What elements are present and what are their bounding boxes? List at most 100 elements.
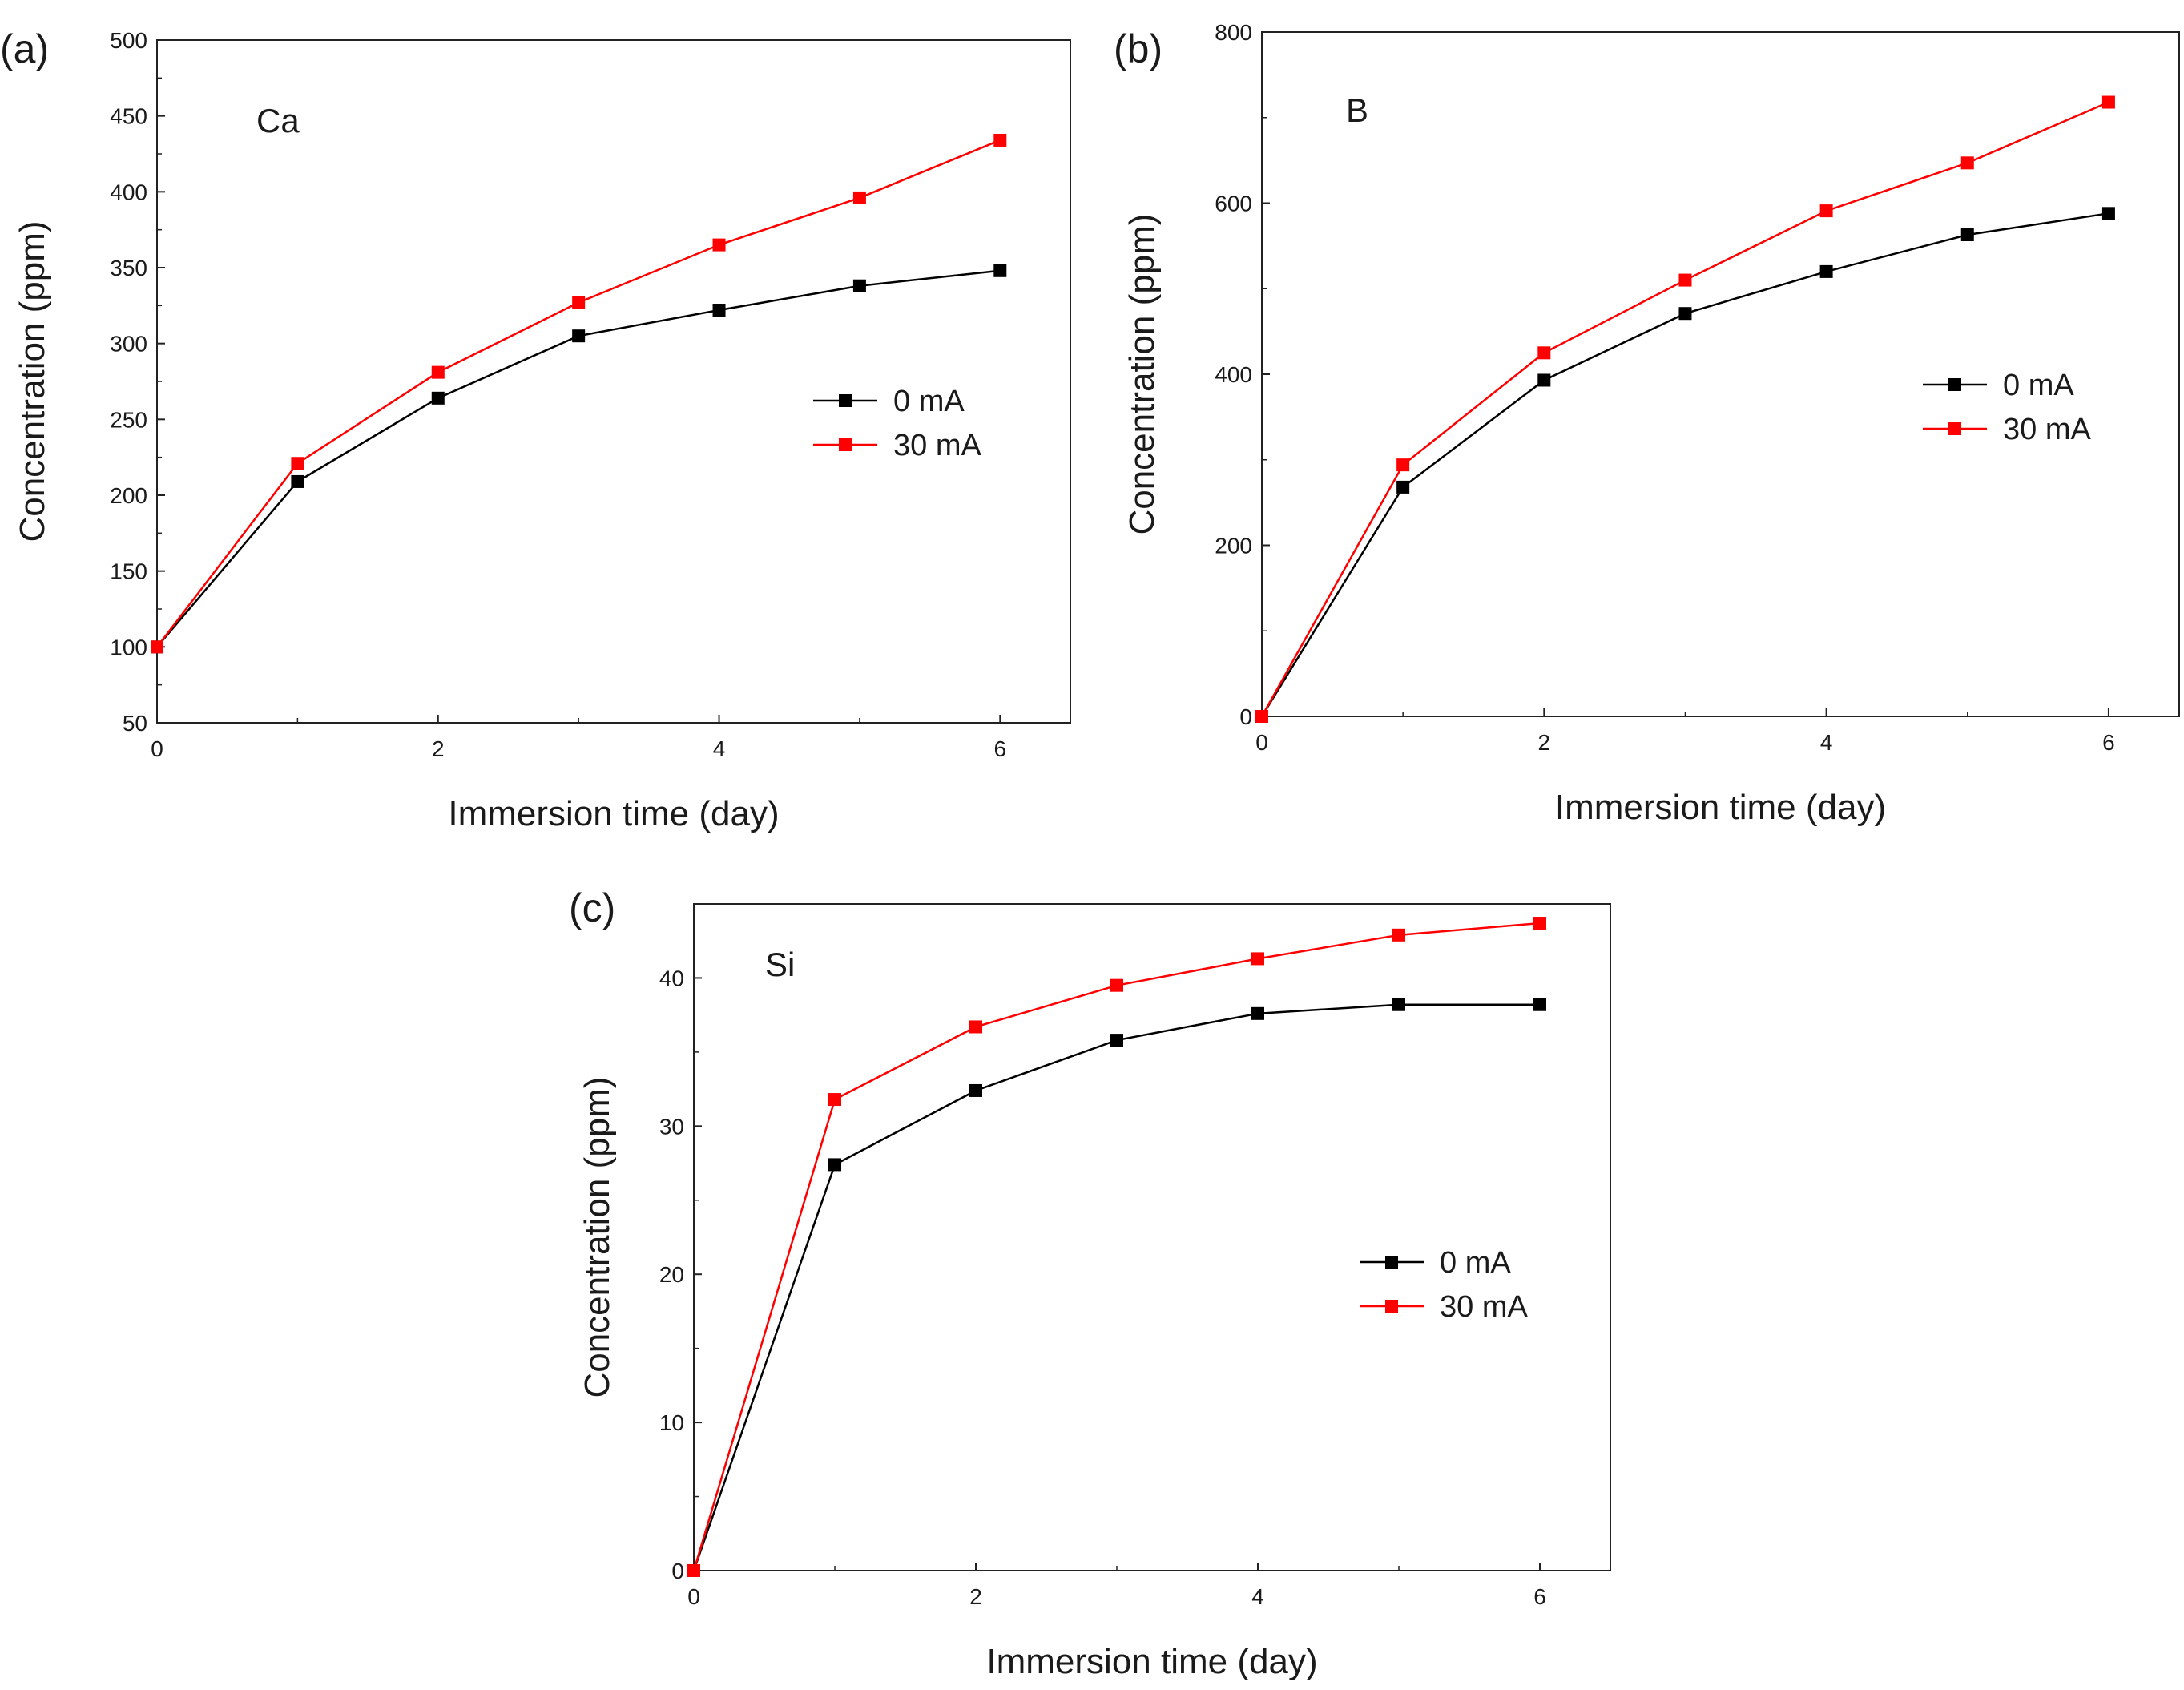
- y-tick-label: 250: [110, 407, 147, 432]
- x-tick-label: 2: [432, 736, 445, 761]
- x-tick-label: 2: [969, 1584, 982, 1609]
- legend-label: 30 mA: [2003, 413, 2091, 446]
- y-tick-label: 10: [659, 1410, 684, 1435]
- legend-marker: [1385, 1300, 1398, 1313]
- element-label: Si: [765, 946, 795, 983]
- data-point: [1396, 480, 1410, 494]
- data-point: [1251, 1006, 1264, 1020]
- y-tick-label: 40: [659, 966, 684, 990]
- x-tick-label: 6: [2102, 730, 2115, 755]
- y-axis-title: Concentration (ppm): [13, 220, 52, 542]
- data-point: [572, 296, 586, 309]
- y-tick-label: 300: [110, 332, 147, 357]
- y-tick-label: 0: [671, 1559, 684, 1583]
- y-tick-label: 200: [1215, 534, 1252, 559]
- data-point: [1110, 1034, 1123, 1047]
- data-point: [1678, 307, 1692, 321]
- y-tick-label: 50: [123, 711, 147, 736]
- data-point: [1537, 346, 1551, 360]
- data-point: [993, 133, 1007, 147]
- y-tick-label: 500: [110, 28, 147, 53]
- y-tick-label: 0: [1239, 704, 1252, 729]
- data-point: [2101, 95, 2115, 109]
- legend-label: 30 mA: [1440, 1290, 1528, 1324]
- data-point: [1251, 952, 1264, 966]
- y-tick-label: 20: [659, 1262, 684, 1287]
- element-label: Ca: [256, 102, 300, 139]
- data-point: [1392, 998, 1405, 1011]
- series-line-30-ma: [156, 139, 1001, 648]
- plot-frame: [156, 39, 1071, 724]
- data-point: [431, 391, 445, 405]
- x-tick-label: 4: [1820, 730, 1833, 755]
- y-tick-label: 450: [110, 104, 147, 129]
- data-point: [1533, 998, 1546, 1011]
- data-point: [969, 1083, 982, 1097]
- x-tick-label: 0: [1255, 730, 1268, 755]
- x-tick-label: 0: [687, 1584, 700, 1609]
- y-tick-label: 150: [110, 559, 147, 584]
- data-point: [993, 264, 1007, 277]
- data-point: [852, 191, 866, 204]
- y-axis-title: Concentration (ppm): [1122, 213, 1162, 534]
- panel-label: (b): [1114, 26, 1163, 71]
- data-point: [1960, 156, 1974, 170]
- y-tick-label: 200: [110, 483, 147, 508]
- y-tick-label: 30: [659, 1114, 684, 1139]
- legend-marker: [1948, 422, 1961, 435]
- data-point: [1533, 917, 1546, 930]
- y-tick-label: 400: [110, 179, 147, 204]
- series-line-0-ma: [1260, 212, 2109, 717]
- data-point: [1255, 710, 1268, 723]
- x-tick-label: 4: [1251, 1584, 1264, 1609]
- y-tick-label: 400: [1215, 362, 1252, 387]
- chart-panel-si: 0 10 20 30 40 0 2 4 6 Immersion time (day) Concent…: [569, 885, 1611, 1681]
- series-line-0-ma: [156, 269, 1001, 648]
- data-point: [712, 304, 726, 317]
- data-point: [1678, 273, 1692, 287]
- data-point: [431, 365, 445, 379]
- data-point: [291, 457, 304, 470]
- x-axis-title: Immersion time (day): [448, 794, 779, 833]
- data-point: [572, 329, 586, 343]
- panel-label: (a): [0, 26, 49, 71]
- series-line-30-ma: [692, 922, 1541, 1571]
- x-axis-title: Immersion time (day): [1555, 788, 1886, 827]
- data-point: [2101, 207, 2115, 220]
- legend-marker: [839, 438, 852, 451]
- plot-frame: [693, 903, 1611, 1571]
- legend-label: 0 mA: [2003, 369, 2074, 402]
- series-line-30-ma: [1260, 101, 2109, 717]
- legend-label: 0 mA: [893, 385, 965, 418]
- legend-marker: [1385, 1256, 1398, 1269]
- y-tick-label: 800: [1215, 20, 1252, 45]
- data-point: [1819, 264, 1833, 278]
- data-point: [1960, 228, 1974, 241]
- data-point: [1110, 978, 1123, 992]
- chart-panel-ca: 50 100 150 200 250 300 350 400 450 500 0 2 4 6 Immersi…: [0, 26, 1071, 833]
- x-tick-label: 0: [151, 736, 163, 761]
- data-point: [687, 1564, 700, 1577]
- data-point: [712, 238, 726, 252]
- y-tick-label: 600: [1215, 192, 1252, 216]
- data-point: [852, 279, 866, 292]
- x-tick-label: 2: [1538, 730, 1551, 755]
- data-point: [1392, 928, 1405, 942]
- data-point: [828, 1158, 841, 1172]
- element-label: B: [1346, 91, 1368, 129]
- y-tick-label: 100: [110, 635, 147, 659]
- x-tick-label: 6: [994, 736, 1007, 761]
- data-point: [151, 640, 163, 654]
- x-axis-title: Immersion time (day): [986, 1642, 1317, 1681]
- data-point: [1396, 458, 1410, 472]
- data-point: [291, 474, 304, 488]
- chart-panel-b: 0 200 400 600 800 0 2 4 6 Immersion time (day) Con…: [1114, 20, 2180, 827]
- y-axis-title: Concentration (ppm): [578, 1076, 617, 1398]
- legend-label: 0 mA: [1440, 1246, 1511, 1280]
- x-tick-label: 4: [713, 736, 726, 761]
- data-point: [828, 1093, 841, 1107]
- legend-label: 30 mA: [893, 429, 981, 462]
- legend-marker: [839, 394, 852, 407]
- panel-label: (c): [569, 885, 615, 930]
